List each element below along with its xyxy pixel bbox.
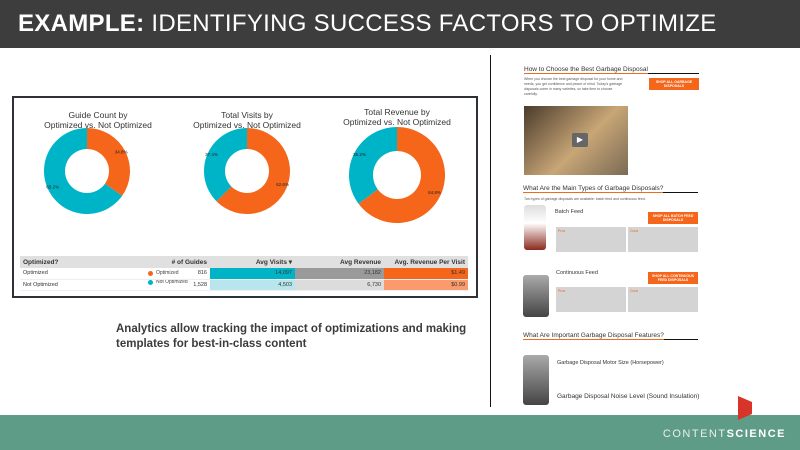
table-row: Optimized 816 14,097 23,182 $1.49	[20, 268, 468, 280]
disposal-image	[523, 355, 549, 405]
cons-label: Cons	[630, 229, 639, 233]
cell: 6,730	[295, 279, 384, 291]
pros-box: Pros	[556, 227, 626, 252]
title-line: Optimized vs. Not Optimized	[343, 117, 451, 127]
doc-heading: How to Choose the Best Garbage Disposal	[524, 66, 699, 74]
slice-label: 62.6%	[276, 182, 289, 187]
guide-page-preview: How to Choose the Best Garbage Disposal …	[490, 55, 700, 407]
slide-title: EXAMPLE: IDENTIFYING SUCCESS FACTORS TO …	[0, 0, 800, 85]
optimization-table: Optimized? # of Guides Avg Visits ▾ Avg …	[20, 256, 468, 291]
video-thumbnail[interactable]: ▶	[524, 106, 628, 175]
shop-batch-button[interactable]: SHOP ALL BATCH FEED DISPOSALS	[648, 212, 698, 224]
title-line: Optimized vs. Not Optimized	[44, 120, 152, 130]
slice-label: 65.2%	[46, 185, 59, 190]
col-avg-visits[interactable]: Avg Visits ▾	[210, 256, 295, 268]
title-line: Optimized vs. Not Optimized	[193, 120, 301, 130]
donut-slice-optimized[interactable]	[358, 127, 446, 223]
slice-label: 37.4%	[205, 152, 218, 157]
cell: Optimized	[20, 268, 150, 280]
cons-box: Cons	[628, 227, 698, 252]
cell: 23,182	[295, 268, 384, 280]
cell: 4,503	[210, 279, 295, 291]
cons-box: Cons	[628, 287, 698, 312]
doc-text: Two types of garbage disposals are avail…	[524, 197, 646, 201]
shop-all-button[interactable]: SHOP ALL GARBAGE DISPOSALS	[649, 78, 699, 90]
heading-text: How to Choose the Best Garbage Disposal	[524, 66, 648, 74]
donut-charts: 34.8% 65.2% 62.6% 37.4% 64.8% 35.2%	[43, 127, 446, 223]
title-line: Total Revenue by	[364, 107, 430, 117]
chart-title-revenue: Total Revenue by Optimized vs. Not Optimi…	[327, 107, 467, 127]
pros-box: Pros	[556, 287, 626, 312]
slice-label: 35.2%	[353, 152, 366, 157]
doc-heading: What Are Important Garbage Disposal Feat…	[523, 332, 698, 340]
donut-slice-optimized[interactable]	[87, 128, 130, 196]
cons-label: Cons	[630, 289, 639, 293]
content-science-logo-icon	[738, 396, 752, 420]
donut-slice-not-optimized[interactable]	[203, 128, 247, 202]
slice-label: 34.8%	[115, 149, 128, 154]
shop-continuous-button[interactable]: SHOP ALL CONTINUOUS FEED DISPOSALS	[648, 272, 698, 284]
slice-label: 64.8%	[428, 190, 441, 195]
brand-bold: SCIENCE	[726, 428, 786, 440]
cell: Not Optimized	[20, 279, 150, 291]
donut-slice-not-optimized[interactable]	[43, 128, 123, 214]
table-header: Optimized? # of Guides Avg Visits ▾ Avg …	[20, 256, 468, 268]
cell: 816	[150, 268, 210, 280]
brand-light: CONTENT	[662, 428, 727, 440]
footer-band	[0, 415, 800, 450]
motor-size-title: Garbage Disposal Motor Size (Horsepower)	[557, 360, 664, 366]
col-revenue-per-visit[interactable]: Avg. Revenue Per Visit	[384, 256, 468, 268]
play-icon[interactable]: ▶	[572, 133, 588, 147]
title-bold: EXAMPLE:	[18, 10, 145, 37]
doc-heading: What Are the Main Types of Garbage Dispo…	[523, 185, 698, 193]
cell: $0.99	[384, 279, 468, 291]
donut-slice-not-optimized[interactable]	[349, 127, 397, 204]
col-guides[interactable]: # of Guides	[150, 256, 210, 268]
batch-feed-title: Batch Feed	[555, 209, 584, 215]
pros-label: Pros	[558, 289, 566, 293]
title-line: Total Visits by	[221, 110, 273, 120]
cell: $1.49	[384, 268, 468, 280]
doc-intro: When you choose the best garbage disposa…	[524, 77, 623, 96]
noise-level-title: Garbage Disposal Noise Level (Sound Insu…	[557, 393, 700, 400]
pros-label: Pros	[558, 229, 566, 233]
cell: 1,528	[150, 279, 210, 291]
cell: 14,097	[210, 268, 295, 280]
continuous-feed-image	[523, 275, 549, 317]
batch-feed-image	[524, 205, 546, 250]
heading-text: What Are Important Garbage Disposal Feat…	[523, 332, 664, 340]
chart-title-guides: Guide Count by Optimized vs. Not Optimize…	[28, 110, 168, 130]
col-avg-revenue[interactable]: Avg Revenue	[295, 256, 384, 268]
continuous-feed-title: Continuous Feed	[556, 270, 598, 276]
donut-slice-optimized[interactable]	[216, 128, 290, 214]
col-optimized[interactable]: Optimized?	[20, 256, 150, 268]
caption: Analytics allow tracking the impact of o…	[116, 323, 467, 350]
table-row: Not Optimized 1,528 4,503 6,730 $0.99	[20, 279, 468, 291]
title-text: IDENTIFYING SUCCESS FACTORS TO OPTIMIZE …	[18, 10, 717, 85]
title-line: Guide Count by	[68, 110, 128, 120]
chart-title-visits: Total Visits by Optimized vs. Not Optimiz…	[177, 110, 317, 130]
heading-text: What Are the Main Types of Garbage Dispo…	[523, 185, 664, 193]
brand-name: CONTENTSCIENCE	[663, 428, 786, 440]
